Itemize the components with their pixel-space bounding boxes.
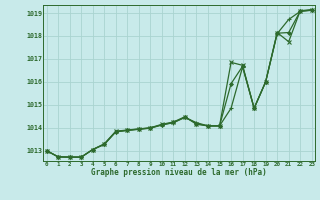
X-axis label: Graphe pression niveau de la mer (hPa): Graphe pression niveau de la mer (hPa) [91,168,267,177]
